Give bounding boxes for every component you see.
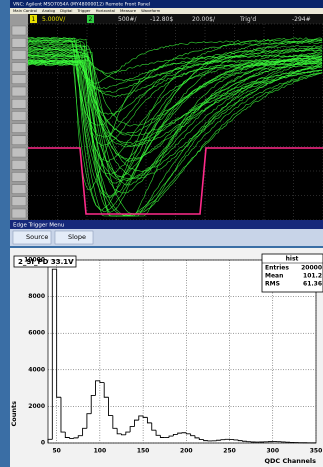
status-item: 2 [89, 16, 93, 23]
status-item: -12.80$ [150, 16, 173, 23]
menu-item[interactable]: Waveform [141, 8, 161, 13]
side-button[interactable] [12, 136, 26, 145]
x-tick-label: 100 [94, 448, 107, 455]
stats-key: RMS [265, 281, 280, 288]
window-title: VNC: Agilent MSO7054A (MY48000012) Remot… [13, 2, 150, 8]
status-item: 500#/ [118, 16, 137, 23]
stats-value: 61.36 [303, 281, 322, 288]
screen: VNC: Agilent MSO7054A (MY48000012) Remot… [0, 0, 323, 467]
x-tick-label: 200 [180, 448, 193, 455]
softkey-label: Slope [68, 233, 86, 241]
side-button[interactable] [12, 99, 26, 108]
status-item: -294# [292, 16, 311, 23]
menu-item[interactable]: Horizontal [96, 8, 115, 13]
status-item: 20.00$/ [192, 16, 216, 23]
side-button[interactable] [12, 26, 26, 35]
x-tick-label: 300 [267, 448, 280, 455]
y-tick-label: 2000 [28, 403, 45, 410]
menu-item[interactable]: Measure [120, 8, 137, 13]
status-bar [28, 14, 323, 24]
trigger-menu-title: Edge Trigger Menu [13, 222, 64, 228]
status-item: 1 [32, 16, 36, 23]
side-button[interactable] [12, 50, 26, 59]
status-item: 5.000V/ [42, 16, 66, 23]
menu-item[interactable]: Trigger [76, 8, 91, 13]
stats-key: Entries [265, 265, 289, 272]
side-button[interactable] [12, 111, 26, 120]
side-button[interactable] [12, 148, 26, 157]
menu-bar [10, 8, 323, 14]
stats-value: 20000 [301, 265, 322, 272]
x-tick-label: 150 [137, 448, 150, 455]
menu-item[interactable]: Digital [60, 8, 72, 13]
side-button[interactable] [12, 75, 26, 84]
side-button[interactable] [12, 160, 26, 169]
side-button[interactable] [12, 172, 26, 181]
menu-item[interactable]: Main Control [13, 8, 37, 13]
y-tick-label: 6000 [28, 330, 45, 337]
stats-value: 101.2 [303, 273, 322, 280]
softkey-label: Source [26, 233, 48, 241]
side-button[interactable] [12, 38, 26, 47]
y-tick-label: 0 [41, 440, 45, 447]
side-button[interactable] [12, 185, 26, 194]
y-tick-label: 4000 [28, 366, 45, 373]
side-button[interactable] [12, 124, 26, 133]
side-button[interactable] [12, 197, 26, 206]
stats-name: hist [286, 255, 299, 262]
x-tick-label: 50 [52, 448, 60, 455]
x-tick-label: 350 [310, 448, 323, 455]
x-tick-label: 250 [223, 448, 236, 455]
menu-item[interactable]: Analog [42, 8, 56, 13]
y-tick-label: 10000 [24, 257, 45, 264]
x-axis-label: QDC Channels [265, 457, 317, 465]
side-button[interactable] [12, 209, 26, 218]
status-item: Trig'd [239, 16, 256, 23]
y-tick-label: 8000 [28, 293, 45, 300]
y-axis-label: Counts [10, 401, 18, 427]
side-button[interactable] [12, 63, 26, 72]
stats-key: Mean [265, 273, 283, 280]
side-button[interactable] [12, 87, 26, 96]
